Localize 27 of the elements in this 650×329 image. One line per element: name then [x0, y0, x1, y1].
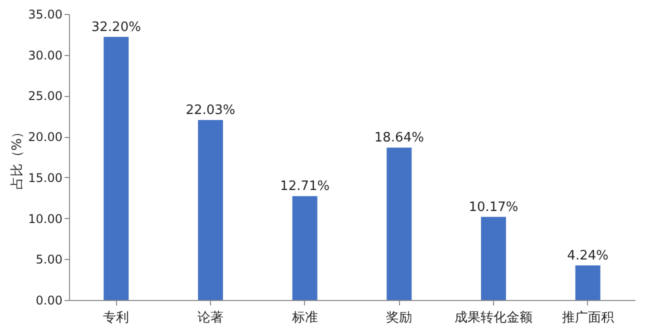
data-label: 12.71% [280, 179, 330, 194]
data-label: 4.24% [567, 248, 608, 264]
y-tick-label: 5.00 [36, 252, 62, 267]
y-tick-label: 15.00 [28, 170, 62, 185]
bar [575, 265, 600, 300]
data-label: 18.64% [374, 130, 424, 146]
bar [481, 216, 506, 300]
y-axis-title: 占比（%） [10, 125, 26, 190]
y-tick-label: 35.00 [28, 8, 62, 22]
x-tick-label: 专利 [103, 310, 130, 326]
x-tick-label: 推广面积 [562, 310, 614, 326]
bar [386, 148, 412, 300]
data-label: 22.03% [186, 102, 236, 118]
data-label: 32.20% [91, 20, 141, 35]
y-tick-label: 10.00 [28, 212, 62, 226]
y-tick-label: 0.00 [36, 294, 62, 308]
x-tick-label: 标准 [290, 310, 318, 326]
x-tick-label: 论著 [198, 310, 224, 326]
y-tick-label: 20.00 [28, 130, 62, 144]
bar [292, 196, 318, 300]
bar [198, 120, 223, 300]
x-tick-label: 成果转化金额 [454, 310, 532, 326]
y-tick-label: 30.00 [28, 48, 62, 62]
data-label: 10.17% [468, 200, 518, 215]
bar [104, 36, 129, 300]
y-tick-label: 25.00 [28, 89, 62, 104]
x-tick-label: 奖励 [386, 310, 412, 326]
